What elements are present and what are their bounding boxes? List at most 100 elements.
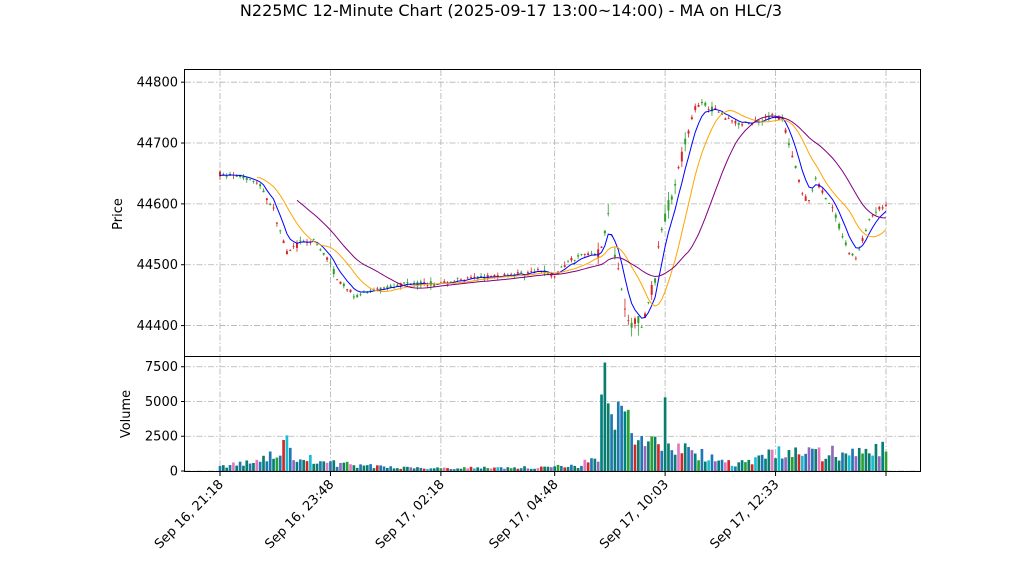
candle-body: [637, 315, 640, 324]
volume-panel-frame: [184, 356, 921, 472]
volume-bar: [586, 462, 590, 471]
volume-bar: [258, 461, 262, 471]
candle-body: [664, 213, 667, 222]
volume-bar: [580, 465, 583, 471]
volume-bar: [409, 467, 413, 471]
price-axis-label: Price: [111, 198, 126, 230]
candle-body: [516, 272, 519, 274]
volume-bar: [874, 443, 878, 471]
volume-bar: [493, 467, 496, 471]
candle-body: [667, 200, 670, 211]
price-y-tick-label: 44800: [137, 76, 178, 91]
volume-bar: [529, 468, 533, 471]
candle-body: [546, 273, 549, 275]
candle-body: [881, 207, 884, 209]
candle-body: [670, 196, 673, 200]
volume-bar: [335, 466, 339, 471]
volume-bar: [325, 462, 329, 471]
candle-body: [590, 253, 593, 255]
candle-body: [828, 203, 831, 204]
volume-bar: [422, 468, 426, 471]
volume-bar: [446, 468, 449, 471]
volume-bar: [841, 452, 844, 471]
candle-body: [597, 249, 600, 258]
ma-line-fast: [219, 108, 887, 319]
candle-body: [262, 190, 265, 193]
candle-body: [252, 180, 255, 182]
candle-body: [352, 296, 355, 298]
volume-axis-label: Volume: [119, 390, 134, 438]
candle-body: [874, 211, 877, 213]
volume-bar: [399, 468, 403, 471]
volume-bar: [784, 457, 787, 471]
candle-body: [520, 271, 523, 273]
candle-body: [540, 270, 543, 272]
candle-body: [580, 254, 583, 255]
candle-body: [312, 239, 315, 240]
volume-bar: [814, 449, 818, 471]
volume-bar: [332, 460, 336, 471]
candle-body: [731, 120, 734, 122]
candle-body: [366, 292, 369, 293]
volume-bar: [777, 446, 781, 471]
volume-bar: [406, 466, 409, 471]
candle-body: [834, 214, 837, 218]
volume-bar: [483, 466, 486, 471]
candle-body: [483, 276, 486, 280]
volume-bar: [449, 469, 453, 471]
volume-bar: [278, 455, 282, 471]
candle-body: [503, 274, 506, 276]
volume-bar: [650, 436, 654, 471]
volume-bar: [583, 459, 587, 471]
volume-bar: [877, 456, 881, 471]
volume-bar: [724, 462, 727, 471]
volume-bar: [811, 448, 814, 471]
volume-bar: [302, 459, 306, 471]
candle-body: [841, 236, 844, 238]
volume-y-tick-label: 0: [170, 465, 178, 480]
volume-bar: [503, 468, 506, 471]
volume-bar: [616, 401, 620, 471]
volume-bar: [683, 443, 687, 471]
candle-body: [801, 193, 804, 195]
candle-body: [747, 123, 750, 125]
volume-bar: [372, 468, 376, 471]
candle-body: [382, 287, 385, 289]
volume-bar: [298, 459, 302, 471]
volume-bar: [710, 454, 714, 471]
volume-bar: [222, 465, 225, 471]
candle-body: [490, 275, 493, 277]
volume-bar: [767, 449, 771, 471]
candle-body: [332, 269, 335, 275]
candle-body: [647, 301, 650, 303]
candle-body: [470, 277, 473, 278]
candle-body: [557, 271, 560, 273]
candle-body: [727, 118, 730, 120]
candle-body: [560, 266, 563, 268]
volume-y-tick-label: 2500: [145, 430, 178, 445]
candle-body: [570, 257, 573, 261]
volume-bar: [576, 467, 580, 471]
candle-body: [285, 251, 288, 255]
candle-body: [808, 200, 811, 201]
candle-body: [342, 283, 345, 287]
volume-bar: [496, 467, 500, 471]
volume-bar: [824, 458, 828, 471]
moving-average-lines: [219, 108, 887, 319]
price-y-axis: 44400 44500 44600 44700 44800: [137, 76, 185, 334]
volume-bar: [734, 466, 737, 471]
candle-body: [864, 229, 867, 231]
volume-bar: [630, 433, 633, 471]
volume-bar: [657, 444, 660, 471]
volume-bar: [633, 444, 637, 471]
candle-body: [871, 215, 874, 217]
candle-body: [396, 284, 399, 287]
candle-body: [316, 244, 319, 246]
volume-bar: [549, 467, 553, 471]
volume-bar: [389, 466, 393, 471]
volume-bar: [640, 435, 644, 471]
candle-body: [456, 277, 459, 279]
ma-line-slow: [296, 115, 887, 289]
candle-body: [707, 109, 710, 110]
volume-bar: [700, 448, 704, 471]
